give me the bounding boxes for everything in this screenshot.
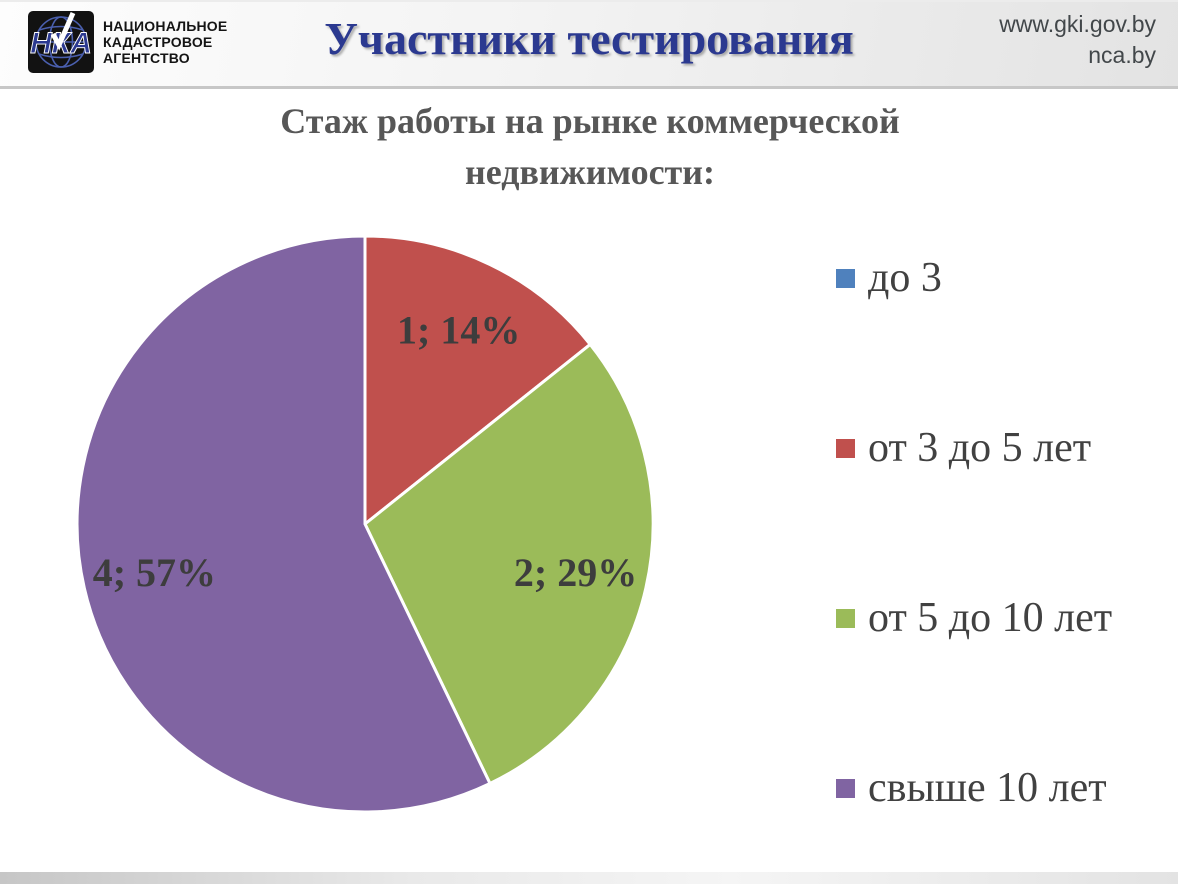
legend-label: до 3: [868, 255, 942, 301]
pie-slice: [363, 342, 655, 786]
pie-slice: [75, 234, 493, 814]
nca-logo-mark: НКА: [28, 11, 94, 73]
legend-item-5-10: от 5 до 10 лет: [836, 594, 1112, 642]
legend-label: от 3 до 5 лет: [868, 425, 1092, 471]
pie-chart: 1; 14% 2; 29% 4; 57%: [75, 234, 655, 814]
pie-data-label: 1; 14%: [397, 307, 520, 352]
pie-data-label: 4; 57%: [93, 550, 216, 595]
legend-label: от 5 до 10 лет: [868, 595, 1113, 641]
nca-logo: НКА НАЦИОНАЛЬНОЕ КАДАСТРОВОЕ АГЕНТСТВО: [28, 11, 227, 73]
logo-line-3: АГЕНТСТВО: [103, 50, 190, 67]
header-urls: www.gki.gov.by nca.by: [999, 9, 1156, 71]
slide-title: Участники тестирования: [324, 13, 854, 64]
logo-line-2: КАДАСТРОВОЕ: [103, 33, 213, 50]
legend-item-do-3: до 3: [836, 254, 1112, 302]
pie-data-label: 2; 29%: [514, 550, 637, 595]
url-gki: www.gki.gov.by: [999, 11, 1156, 37]
url-nca: nca.by: [1088, 42, 1156, 69]
legend-swatch-red: [836, 438, 855, 458]
slide-header: НКА НАЦИОНАЛЬНОЕ КАДАСТРОВОЕ АГЕНТСТВО У…: [0, 0, 1178, 89]
legend-label: свыше 10 лет: [868, 765, 1107, 811]
legend-swatch-green: [836, 608, 855, 628]
legend-swatch-purple: [836, 778, 855, 798]
legend-item-over-10: свыше 10 лет: [836, 764, 1112, 812]
nca-logo-text: НАЦИОНАЛЬНОЕ КАДАСТРОВОЕ АГЕНТСТВО: [103, 18, 227, 67]
chart-legend: до 3 от 3 до 5 лет от 5 до 10 лет свыше …: [836, 254, 1112, 812]
legend-item-3-5: от 3 до 5 лет: [836, 424, 1112, 472]
pie-slice: [363, 234, 593, 528]
bottom-bar: [0, 872, 1178, 884]
chart-title: Стаж работы на рынке коммерческой недвиж…: [280, 101, 900, 193]
logo-line-1: НАЦИОНАЛЬНОЕ: [103, 17, 228, 34]
logo-check-icon: [50, 11, 76, 51]
legend-swatch-blue: [836, 268, 855, 288]
